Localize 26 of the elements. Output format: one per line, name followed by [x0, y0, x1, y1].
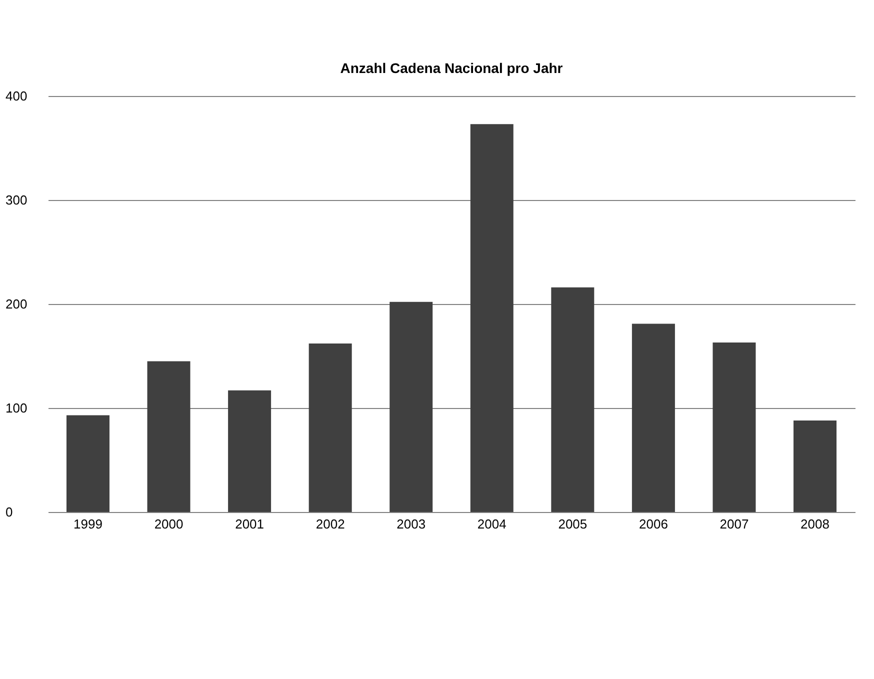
x-tick-label: 2002 — [316, 516, 345, 532]
bar — [470, 124, 514, 512]
chart-title: Anzahl Cadena Nacional pro Jahr — [340, 60, 564, 76]
bar — [551, 287, 594, 512]
bar — [632, 324, 675, 512]
bar — [390, 302, 433, 512]
x-tick-label: 2008 — [800, 516, 830, 532]
x-tick-label: 2006 — [638, 516, 668, 532]
x-tick-label: 2001 — [235, 516, 264, 532]
bar — [147, 361, 190, 512]
x-tick-label: 1999 — [74, 516, 102, 532]
y-tick-label: 0 — [6, 504, 13, 520]
y-tick-label: 200 — [6, 296, 28, 312]
y-tick-label: 300 — [6, 192, 28, 208]
x-tick-label: 2007 — [720, 516, 749, 532]
bar — [712, 342, 756, 512]
x-tick-label: 2004 — [477, 516, 506, 532]
x-tick-label: 2000 — [154, 516, 184, 532]
y-tick-label: 100 — [6, 400, 28, 416]
bar — [308, 344, 352, 512]
bar — [794, 420, 837, 512]
x-tick-label: 2005 — [558, 516, 588, 532]
x-tick-label: 2003 — [396, 516, 426, 532]
bar — [228, 390, 272, 512]
y-tick-label: 400 — [6, 88, 28, 104]
bar — [66, 415, 110, 512]
